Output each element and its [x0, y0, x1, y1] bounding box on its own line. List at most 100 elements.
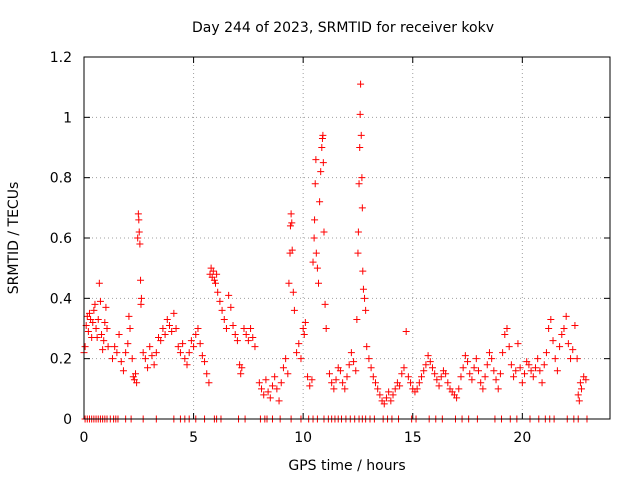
- data-point: [148, 352, 156, 360]
- data-point: [161, 331, 169, 339]
- data-point: [354, 228, 362, 236]
- data-point: [183, 361, 191, 369]
- data-point: [229, 321, 237, 329]
- data-point: [150, 361, 158, 369]
- data-point: [464, 358, 472, 366]
- x-tick-labels: 0 5 10 15 20: [80, 430, 532, 446]
- x-tick-label: 20: [513, 430, 531, 446]
- y-axis-label: SRMTID / TECUs: [6, 182, 22, 295]
- data-point: [512, 367, 520, 375]
- data-point: [300, 331, 308, 339]
- data-point: [122, 349, 130, 357]
- data-point: [268, 382, 276, 390]
- data-point: [369, 373, 377, 381]
- data-point: [442, 370, 450, 378]
- data-point: [282, 355, 290, 363]
- data-point: [490, 367, 498, 375]
- data-point: [133, 379, 141, 387]
- data-point: [310, 234, 318, 242]
- data-point: [556, 343, 564, 351]
- data-point: [354, 249, 362, 257]
- data-point: [398, 370, 406, 378]
- data-point: [578, 385, 586, 393]
- data-point: [220, 315, 228, 323]
- data-point: [573, 355, 581, 363]
- data-point: [255, 379, 263, 387]
- data-point: [350, 358, 358, 366]
- data-point: [494, 385, 502, 393]
- data-point: [534, 355, 542, 363]
- data-point: [461, 352, 469, 360]
- data-point: [264, 388, 272, 396]
- y-tick-label: 0: [63, 412, 72, 428]
- data-point: [574, 391, 582, 399]
- data-point: [308, 376, 316, 384]
- data-point: [249, 334, 257, 342]
- data-point: [433, 376, 441, 384]
- data-point: [179, 340, 187, 348]
- data-point: [330, 385, 338, 393]
- data-point: [521, 370, 529, 378]
- data-point: [518, 379, 526, 387]
- data-point: [289, 288, 297, 296]
- data-point: [357, 80, 365, 88]
- data-point: [322, 325, 330, 332]
- data-point: [431, 370, 439, 378]
- data-point: [209, 267, 217, 275]
- data-point: [262, 376, 270, 384]
- data-point: [507, 361, 515, 369]
- y-tick-label: 0.2: [50, 352, 72, 368]
- data-point: [352, 367, 360, 375]
- data-point: [293, 349, 301, 357]
- data-point: [391, 385, 399, 393]
- data-point: [286, 222, 294, 230]
- data-point: [212, 279, 219, 287]
- data-point: [355, 180, 363, 188]
- x-tick-label: 0: [80, 430, 89, 446]
- data-point: [316, 198, 324, 206]
- data-point: [371, 379, 379, 387]
- data-point: [437, 373, 445, 381]
- data-point: [325, 370, 333, 378]
- data-point: [81, 343, 89, 351]
- data-point: [285, 279, 293, 287]
- data-point: [115, 331, 123, 339]
- data-point: [367, 364, 375, 372]
- data-point: [266, 394, 274, 402]
- data-point: [389, 391, 397, 399]
- data-point: [501, 331, 509, 339]
- data-point: [113, 349, 121, 357]
- data-point: [231, 331, 239, 339]
- data-point: [172, 325, 180, 332]
- data-point: [287, 210, 295, 218]
- data-point: [567, 355, 575, 363]
- data-point: [317, 168, 325, 176]
- data-point: [277, 379, 285, 387]
- data-point: [210, 276, 218, 284]
- data-point: [260, 391, 268, 399]
- data-point: [361, 294, 369, 302]
- data-point: [321, 300, 329, 308]
- data-point: [549, 337, 557, 345]
- data-point: [529, 373, 537, 381]
- data-point: [89, 318, 97, 326]
- data-point: [168, 328, 176, 336]
- data-point: [582, 376, 590, 384]
- data-point: [359, 285, 367, 293]
- data-point: [258, 385, 266, 393]
- data-point: [284, 370, 292, 378]
- y-tick-label: 0.8: [50, 171, 72, 187]
- data-point: [422, 361, 430, 369]
- data-point: [271, 373, 279, 381]
- data-point: [485, 349, 493, 357]
- data-point: [117, 358, 125, 366]
- data-point: [357, 131, 365, 139]
- data-point: [96, 297, 104, 305]
- data-point: [320, 228, 328, 236]
- data-point: [222, 325, 230, 332]
- data-point: [205, 379, 213, 387]
- data-point: [343, 373, 351, 381]
- data-point: [404, 373, 412, 381]
- data-point: [560, 325, 568, 332]
- data-point: [558, 331, 566, 339]
